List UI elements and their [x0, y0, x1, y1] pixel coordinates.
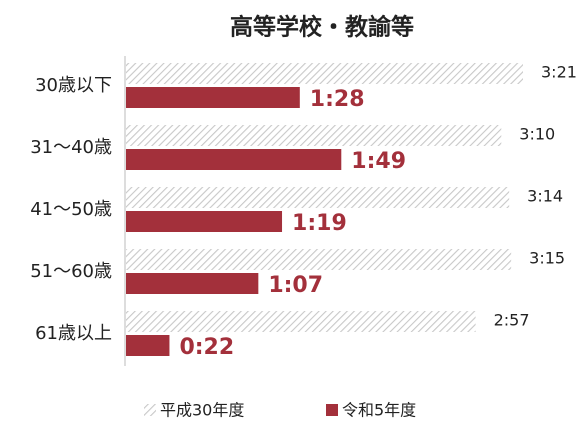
data-label: 1:28 — [310, 87, 365, 112]
data-label: 3:10 — [519, 125, 555, 144]
y-tick-label: 61歳以上 — [35, 323, 112, 344]
chart-title: 高等学校・教諭等 — [230, 14, 414, 41]
bar — [126, 63, 523, 84]
bar — [126, 187, 510, 208]
bar — [126, 87, 300, 108]
data-label: 3:14 — [527, 187, 563, 206]
legend-swatch — [144, 404, 156, 416]
y-tick-label: 30歳以下 — [35, 75, 112, 96]
bar — [126, 149, 342, 170]
data-label: 1:49 — [351, 149, 406, 174]
y-tick-label: 51～60歳 — [30, 261, 112, 282]
bar — [126, 125, 502, 146]
data-label: 3:15 — [529, 249, 565, 268]
y-tick-label: 31～40歳 — [30, 137, 112, 158]
data-label: 1:07 — [268, 273, 323, 298]
legend-label: 平成30年度 — [160, 401, 244, 420]
legend-swatch — [326, 404, 338, 416]
bar — [126, 211, 283, 232]
bar — [126, 273, 259, 294]
data-label: 0:22 — [179, 335, 234, 360]
bar — [126, 249, 512, 270]
bar — [126, 335, 170, 356]
data-label: 3:21 — [541, 63, 577, 82]
legend-label: 令和5年度 — [342, 401, 416, 420]
y-tick-label: 41～50歳 — [30, 199, 112, 220]
data-label: 1:19 — [292, 211, 347, 236]
data-label: 2:57 — [494, 311, 530, 330]
bar — [126, 311, 476, 332]
